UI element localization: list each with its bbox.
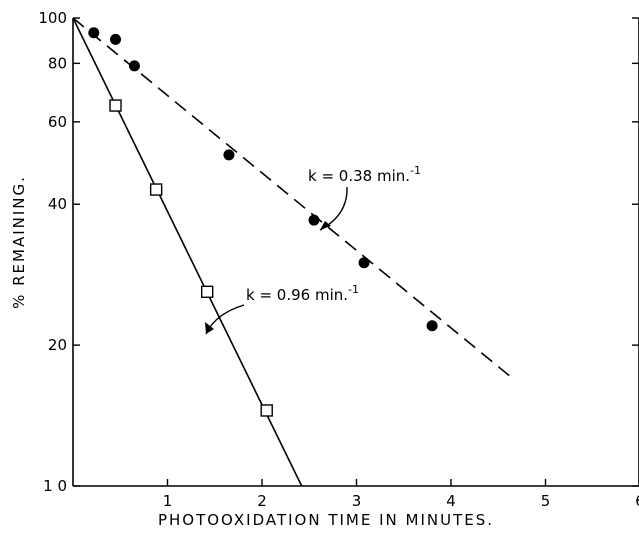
- x-tick-label: 2: [257, 492, 267, 510]
- x-tick-label: 3: [352, 492, 362, 510]
- data-point-circle: [128, 60, 140, 72]
- x-tick-label: 4: [446, 492, 456, 510]
- annotations: k = 0.38 min.-1 k = 0.96 min.-1: [205, 164, 421, 335]
- data-point-circle: [358, 257, 370, 269]
- rate-constant-exponent: -1: [410, 164, 421, 177]
- x-tick-label: 5: [541, 492, 551, 510]
- y-tick-label: 20: [48, 336, 67, 354]
- x-tick-label: 6: [635, 492, 639, 510]
- x-tick-label: 1: [163, 492, 173, 510]
- y-tick-label: 40: [48, 195, 67, 213]
- data-point-square: [200, 285, 214, 298]
- data-point-circle: [223, 149, 235, 161]
- x-axis-title: PHOTOOXIDATION TIME IN MINUTES.: [158, 511, 494, 529]
- y-tick-label: 1 0: [43, 477, 67, 495]
- data-points: [88, 27, 438, 417]
- y-tick-label: 60: [48, 113, 67, 131]
- data-point-circle: [426, 320, 438, 332]
- rate-constant-exponent: -1: [348, 283, 359, 296]
- data-point-square: [149, 183, 163, 196]
- ticks: 1 2 3 4 5 6 1 0 20 40 60 80 100: [38, 9, 639, 510]
- rate-constant-label: k = 0.38 min.-1: [308, 164, 421, 185]
- data-point-circle: [88, 27, 100, 39]
- annotation-arrowhead: [205, 322, 214, 334]
- data-point-circle: [308, 214, 320, 226]
- y-axis-title: % REMAINING.: [10, 175, 28, 309]
- rate-constant-label: k = 0.96 min.-1: [246, 283, 359, 304]
- fit-line-series-1: [72, 17, 516, 382]
- y-tick-label: 80: [48, 54, 67, 72]
- annotation-arrowhead: [320, 221, 331, 230]
- fit-lines: [72, 17, 516, 487]
- data-point-square: [109, 99, 122, 112]
- data-point-square: [260, 404, 273, 417]
- y-tick-label: 100: [38, 9, 67, 27]
- data-point-circle: [110, 33, 122, 45]
